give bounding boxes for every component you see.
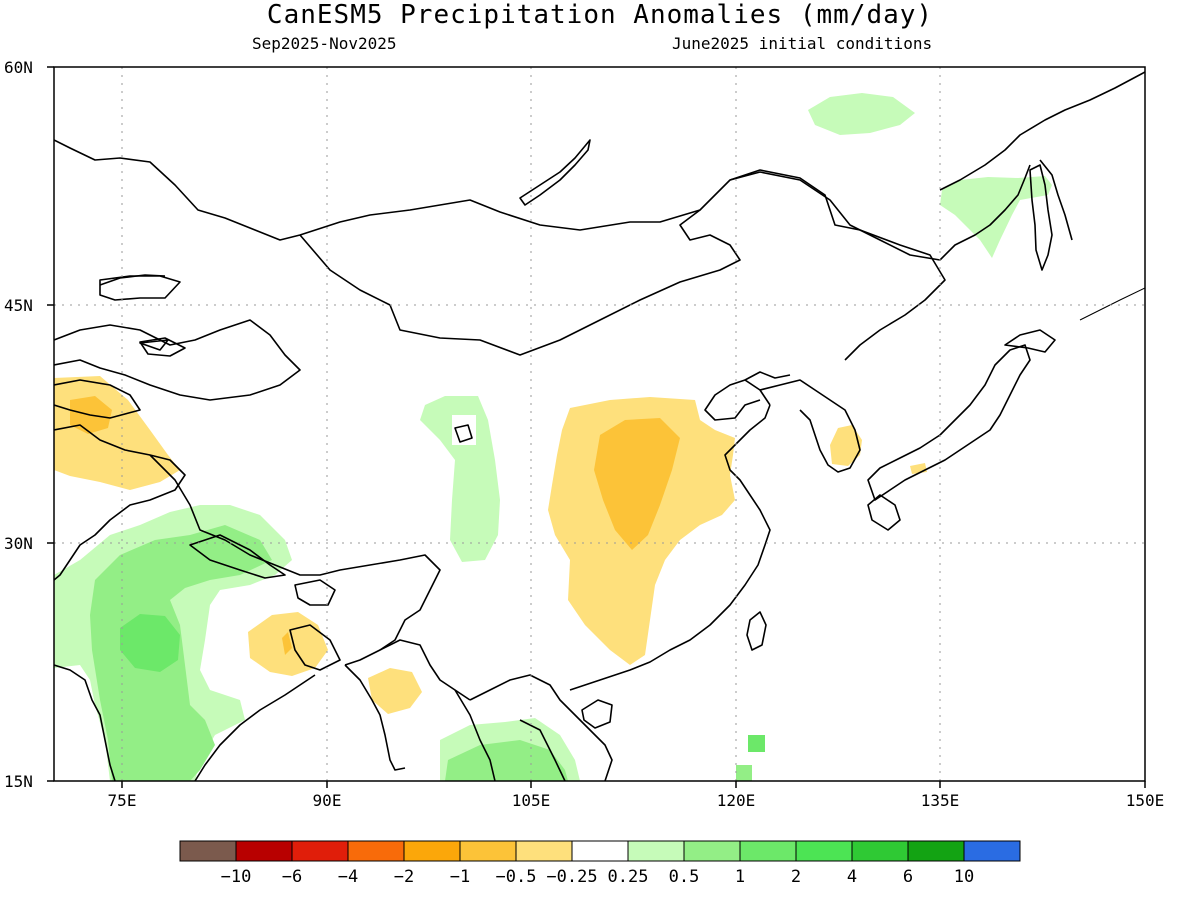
colorbar: −10 −6 −4 −2 −1 −0.5 −0.25 0.25 0.5 1 2 4 6 10 (179, 840, 1021, 887)
colorbar-swatch (963, 840, 1021, 862)
colorbar-swatch (515, 840, 573, 862)
colorbar-swatch (291, 840, 349, 862)
lon-label-150e: 150E (1126, 791, 1165, 810)
axis-ticks (47, 66, 1146, 788)
lat-label-60n: 60N (4, 58, 33, 77)
colorbar-swatch (179, 840, 237, 862)
lat-label-30n: 30N (4, 534, 33, 553)
coastlines-and-borders (54, 71, 1145, 781)
colorbar-swatch (235, 840, 293, 862)
lon-label-75e: 75E (108, 791, 137, 810)
colorbar-swatch (683, 840, 741, 862)
colorbar-tick-label: 4 (847, 867, 857, 887)
colorbar-swatch (907, 840, 965, 862)
colorbar-swatch (627, 840, 685, 862)
lon-label-120e: 120E (717, 791, 756, 810)
dry-anomaly-central-asia (54, 376, 180, 490)
dry-anomaly-myanmar (368, 668, 422, 714)
wet-anomaly-tibet (420, 396, 500, 562)
colorbar-swatch (795, 840, 853, 862)
wet-anomaly-india-core (120, 614, 180, 672)
initial-conditions: June2025 initial conditions (672, 34, 933, 53)
colorbar-tick-label: 1 (735, 867, 745, 887)
wet-anomaly-siberia (808, 93, 915, 135)
colorbar-swatch (571, 840, 629, 862)
wet-anomaly-far-east (940, 176, 1052, 258)
colorbar-tick-label: −6 (282, 867, 302, 887)
dry-anomaly-japan (910, 463, 927, 474)
colorbar-tick-label: −0.5 (496, 867, 537, 887)
page-title: CanESM5 Precipitation Anomalies (mm/day) (266, 0, 934, 30)
forecast-period: Sep2025-Nov2025 (252, 34, 397, 53)
lon-label-135e: 135E (921, 791, 960, 810)
dry-anomaly-bengal-core (282, 632, 292, 655)
colorbar-tick-label: −0.25 (546, 867, 597, 887)
colorbar-swatch (403, 840, 461, 862)
colorbar-tick-label: 2 (791, 867, 801, 887)
colorbar-tick-label: 6 (903, 867, 913, 887)
colorbar-tick-label: −2 (394, 867, 414, 887)
colorbar-swatch (851, 840, 909, 862)
lon-label-90e: 90E (313, 791, 342, 810)
colorbar-tick-label: −10 (221, 867, 252, 887)
colorbar-tick-label: 0.25 (608, 867, 649, 887)
gridlines (54, 67, 1145, 781)
lat-label-45n: 45N (4, 296, 33, 315)
colorbar-tick-label: −4 (338, 867, 358, 887)
wet-anomaly-indochina-mid (445, 740, 568, 781)
lon-label-105e: 105E (512, 791, 551, 810)
anomaly-shading (54, 93, 1052, 781)
colorbar-swatch (459, 840, 517, 862)
lat-label-15n: 15N (4, 772, 33, 791)
wet-anomaly-philippines (748, 735, 765, 752)
colorbar-tick-label: −1 (450, 867, 470, 887)
colorbar-tick-label: 0.5 (669, 867, 700, 887)
wet-anomaly-india-mid (90, 525, 272, 781)
dry-anomaly-central-china-core (594, 418, 680, 550)
colorbar-swatch (347, 840, 405, 862)
colorbar-swatch (739, 840, 797, 862)
dry-anomaly-korea (830, 425, 862, 466)
colorbar-tick-label: 10 (954, 867, 974, 887)
plot-frame (53, 66, 1146, 782)
